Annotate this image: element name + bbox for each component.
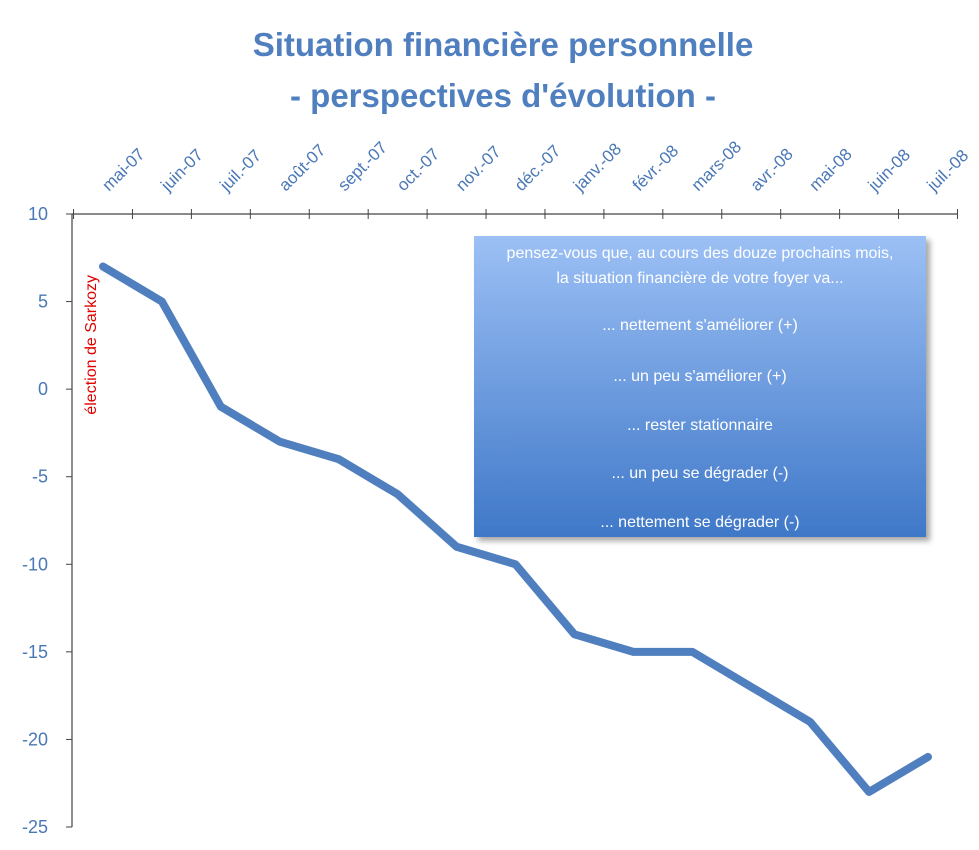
legend-box-line: ... nettement s'améliorer (+): [602, 317, 798, 334]
legend-box-line: ... rester stationnaire: [627, 417, 773, 434]
chart-title-line1: Situation financière personnelle: [253, 26, 754, 63]
y-tick-label: -25: [22, 817, 48, 837]
legend-box-background: [474, 236, 926, 537]
election-annotation: élection de Sarkozy: [83, 275, 100, 415]
x-tick-label: juil.-07: [216, 146, 266, 196]
legend-box-line: ... nettement se dégrader (-): [600, 514, 799, 531]
x-tick-label: sept.-07: [334, 138, 391, 195]
legend-box: pensez-vous que, au cours des douze proc…: [474, 236, 926, 537]
x-tick-label: févr.-08: [629, 141, 683, 195]
y-tick-label: -5: [32, 467, 48, 487]
y-tick-label: 0: [38, 379, 48, 399]
x-tick-label: juin-07: [157, 145, 207, 195]
legend-box-line: pensez-vous que, au cours des douze proc…: [507, 245, 894, 262]
x-tick-label: juil.-08: [923, 146, 973, 196]
legend-box-line: ... un peu se dégrader (-): [612, 465, 789, 482]
x-axis: mai-07 juin-07 juil.-07 août-07 sept.-07 oct.…: [72, 137, 972, 219]
x-tick-label: mars-08: [688, 137, 746, 195]
y-tick-label: -20: [22, 729, 48, 749]
y-tick-label: -10: [22, 554, 48, 574]
x-tick-label: juin-08: [864, 145, 914, 195]
x-tick-label: mai-08: [806, 145, 856, 195]
y-axis: 10 5 0 -5 -10 -15 -20 -25: [22, 204, 73, 837]
x-tick-label: avr.-08: [747, 145, 797, 195]
x-tick-label: déc.-07: [511, 141, 565, 195]
x-tick-label: oct.-07: [393, 145, 443, 195]
series: [99, 262, 932, 796]
x-tick-label: août-07: [275, 141, 329, 195]
x-tick-label: janv.-08: [569, 140, 625, 196]
y-tick-label: 5: [38, 292, 48, 312]
y-tick-label: 10: [28, 204, 48, 224]
legend-box-line: ... un peu s'améliorer (+): [613, 368, 786, 385]
x-tick-label: mai-07: [98, 145, 148, 195]
x-tick-label: nov.-07: [452, 142, 505, 195]
chart-title-line2: - perspectives d'évolution -: [290, 77, 716, 114]
y-tick-label: -15: [22, 642, 48, 662]
legend-box-line: la situation financière de votre foyer v…: [556, 270, 843, 287]
